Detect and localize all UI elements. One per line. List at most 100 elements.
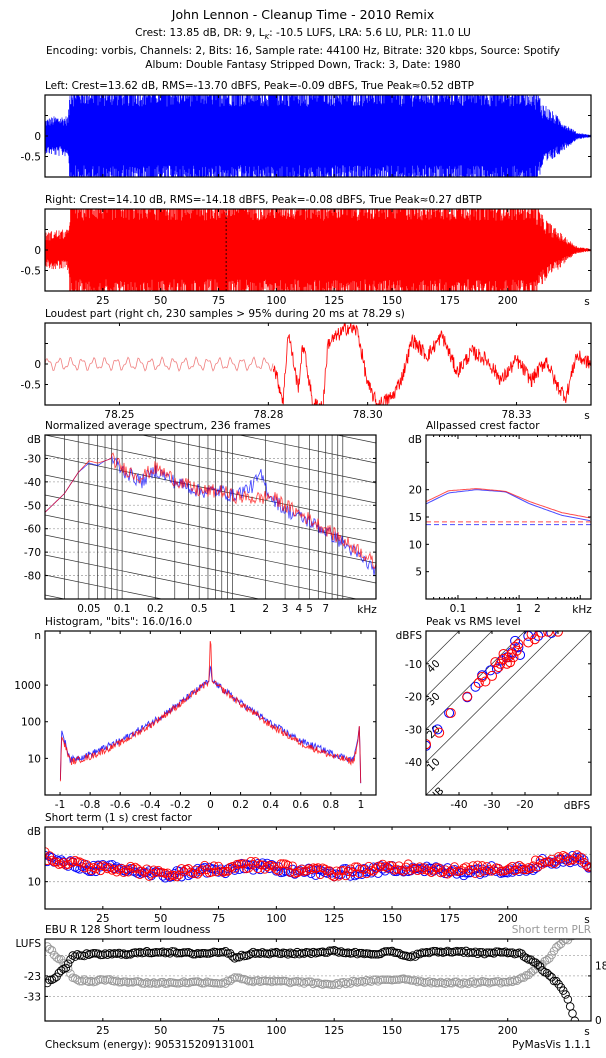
allpassed-ytick-label: 5 [415, 567, 422, 579]
peak-rms-xlabel: dBFS [564, 800, 591, 812]
plr-point [142, 978, 152, 987]
crest-point-right [49, 857, 59, 867]
plr-point [360, 978, 369, 987]
crest-point-right [507, 861, 517, 871]
spectrum-slope-line [45, 335, 376, 403]
loudness-point [484, 948, 494, 957]
crest-frame [44, 826, 592, 910]
right-waveform-xtick-label: 50 [154, 295, 167, 307]
peak-rms-ytick-label: -40 [405, 757, 422, 769]
crest-point-right [417, 865, 427, 875]
crest-point-left [45, 850, 50, 860]
crest-point-right [276, 859, 286, 869]
crest-xtick-label: 150 [382, 913, 402, 925]
crest-point-left [392, 867, 402, 877]
left-waveform-ytick-label: 0 [34, 131, 41, 143]
right-waveform-xtick-label: 100 [266, 295, 286, 307]
crest-point-right [565, 855, 575, 865]
crest-point-left [507, 867, 517, 877]
peak-rms-crest-line [426, 631, 526, 730]
crest-point-left [144, 866, 154, 876]
loudness-point [198, 949, 207, 958]
crest-point-right [426, 868, 436, 877]
crest-point-left [424, 863, 434, 873]
crest-point-right [419, 863, 429, 873]
right-waveform-xtick-label: 150 [382, 295, 402, 307]
crest-point-right [121, 865, 131, 875]
plr-point [112, 976, 121, 986]
plr-point [140, 979, 149, 988]
left-channel-title: Left: Crest=13.62 dB, RMS=-13.70 dBFS, P… [45, 80, 474, 92]
peak-rms-point-left [485, 665, 496, 676]
crest-point-right [431, 863, 441, 873]
allpassed-ytick-label: 20 [409, 485, 422, 497]
crest-point-right [271, 865, 281, 875]
crest-point-right [348, 867, 358, 877]
crest-point-right [332, 866, 341, 876]
loudness-point [255, 949, 265, 958]
crest-point-left [426, 863, 436, 873]
peak-rms-crest-label: 10 [425, 756, 443, 774]
crest-point-left [248, 865, 258, 875]
spectrum-ytick-label: -80 [24, 571, 41, 583]
loudness-point [538, 966, 547, 975]
peak-rms-point-right [473, 677, 484, 688]
loudest-ytick-label: -0.5 [21, 380, 42, 392]
loudness-point [272, 947, 281, 957]
loudness-point [491, 947, 501, 956]
loudness-point [565, 1002, 575, 1011]
crest-point-right [399, 866, 409, 876]
plr-point [214, 979, 223, 988]
loudest-xtick-label: 78.28 [253, 409, 283, 421]
plr-point [390, 975, 399, 985]
plr-point [158, 977, 168, 987]
stats-text: Crest: 13.85 dB, DR: 9, L [135, 27, 265, 39]
plr-point [369, 975, 378, 985]
spectrum-slope-line [45, 655, 376, 723]
spectrum-ytick-label: -40 [24, 477, 41, 489]
crest-point-right [424, 866, 434, 876]
loudness-point [56, 966, 66, 975]
right-waveform-ytick-label: 0 [34, 245, 41, 257]
crest-point-right [281, 859, 291, 869]
spectrum-plot-area [45, 335, 376, 723]
plr-point [401, 975, 411, 984]
loudness-point [232, 953, 242, 962]
spectrum-series-left [45, 455, 376, 577]
plr-point [163, 979, 172, 988]
crest-point-right [494, 864, 503, 873]
loudness-point [246, 949, 256, 959]
loudness-xtick-label: 50 [154, 1025, 167, 1037]
crest-point-right [262, 862, 272, 872]
crest-point-right [512, 865, 522, 875]
crest-point-right [68, 858, 78, 867]
loudness-point [429, 946, 438, 956]
plr-point [357, 976, 367, 986]
crest-point-right [341, 871, 351, 881]
peak-rms-crest-label: 30 [425, 690, 443, 708]
loudness-point [350, 947, 360, 957]
crest-point-left [54, 856, 64, 866]
histogram-title: Histogram, "bits": 16.0/16.0 [45, 616, 193, 628]
crest-point-right [165, 871, 175, 881]
crest-point-right [577, 853, 587, 862]
peak-rms-xtick-label: -40 [450, 799, 467, 811]
plr-point [177, 978, 186, 988]
peak-rms-point-left [546, 631, 557, 638]
plr-point [473, 978, 482, 987]
plr-point [306, 977, 316, 987]
crest-point-left [531, 864, 540, 874]
crest-point-right [295, 866, 304, 876]
crest-point-right [216, 866, 226, 876]
crest-point-right [376, 862, 385, 872]
histogram-xtick-label: -0.6 [110, 799, 131, 811]
crest-point-right [440, 865, 450, 875]
crest-point-right [459, 863, 469, 873]
crest-point-right [47, 855, 57, 865]
loudest-xlabel: s [584, 410, 589, 422]
plr-point [556, 939, 566, 949]
crest-xtick-label: 125 [324, 913, 344, 925]
loudness-point [410, 952, 420, 961]
plr-point [114, 978, 124, 987]
loudness-title: EBU R 128 Short term loudness [45, 924, 211, 936]
